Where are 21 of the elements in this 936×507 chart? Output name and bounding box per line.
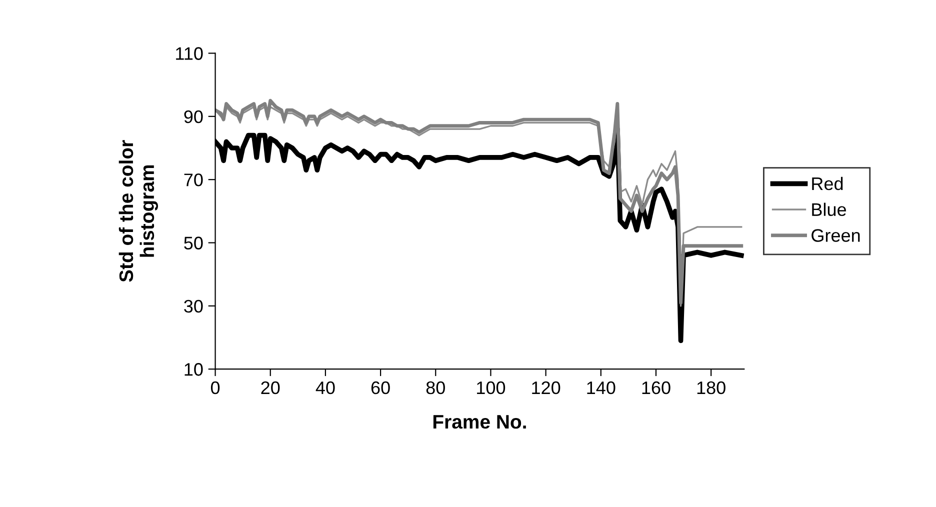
y-tick-label: 110: [176, 47, 203, 60]
x-tick-label: 100: [477, 381, 506, 394]
legend-label: Red: [812, 176, 843, 190]
y-tick-label: 90: [184, 110, 203, 124]
x-tick-label: 60: [371, 381, 390, 394]
x-tick-label: 160: [642, 381, 670, 394]
x-tick-label: 120: [532, 381, 560, 394]
x-tick-label: 180: [697, 381, 726, 394]
y-tick-label: 10: [184, 363, 203, 376]
x-tick-label: 80: [426, 381, 445, 394]
legend-label: Green: [812, 229, 860, 242]
x-tick-label: 0: [210, 381, 220, 394]
x-tick-label: 40: [316, 381, 335, 394]
y-tick-label: 30: [184, 300, 203, 313]
x-tick-label: 20: [261, 381, 280, 394]
legend-label: Blue: [812, 202, 846, 216]
x-tick-label: 140: [587, 381, 616, 394]
y-axis-title: Std of the color histogram: [118, 140, 158, 282]
y-tick-label: 50: [184, 236, 203, 250]
x-axis-title: Frame No.: [433, 415, 526, 429]
y-tick-label: 70: [184, 174, 203, 186]
